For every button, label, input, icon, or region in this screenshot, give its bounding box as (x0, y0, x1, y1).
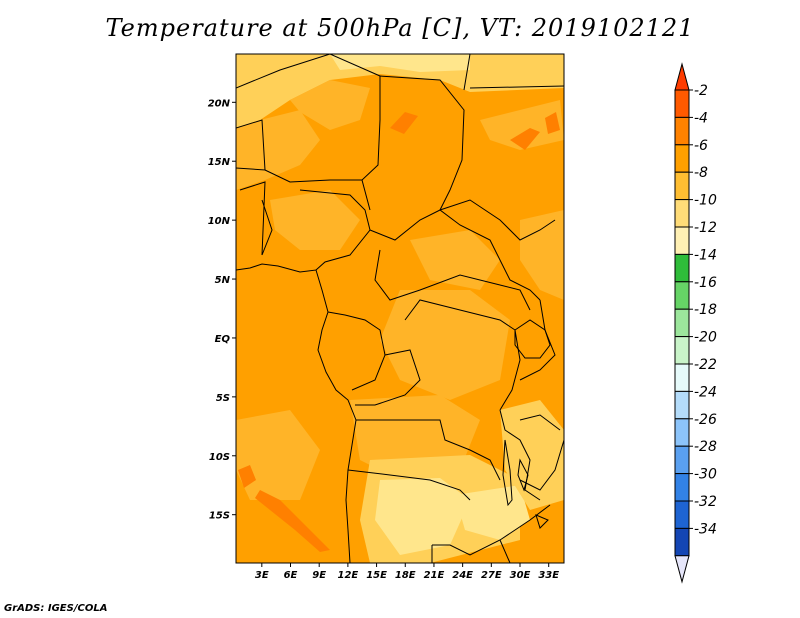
colorbar-label: -18 (694, 302, 717, 318)
longitude-axis: 3E 6E 9E 12E 15E 18E 21E 24E 27E 30E 33E (255, 563, 559, 581)
lon-tick-label: 15E (366, 570, 387, 581)
colorbar-swatch (674, 473, 690, 502)
lon-tick-label: 21E (424, 570, 445, 581)
grads-credit: GrADS: IGES/COLA (4, 603, 108, 614)
colorbar-label: -10 (694, 193, 717, 209)
colorbar-label: -32 (694, 494, 717, 510)
lat-tick-label: 15N (208, 157, 231, 168)
lat-tick-label: 10S (209, 452, 230, 463)
colorbar-label: -30 (694, 467, 717, 483)
lat-tick-label: 5S (216, 393, 230, 404)
map-frame (235, 53, 565, 564)
colorbar-swatch (674, 336, 690, 365)
lon-tick-label: 27E (481, 570, 502, 581)
lon-tick-label: 33E (538, 570, 559, 581)
colorbar-label: -6 (694, 138, 708, 154)
lat-tick-label: 5N (215, 275, 231, 286)
colorbar-label: -16 (694, 275, 717, 291)
colorbar: -2 -4 -6 -8 -10 -12 -14 -16 -18 -20 -22 -24 -26 -28 -3… (674, 62, 717, 584)
colorbar-label: -2 (694, 83, 708, 99)
lon-tick-label: 3E (255, 570, 269, 581)
colorbar-swatch (674, 253, 690, 283)
colorbar-top-arrow (674, 62, 690, 91)
colorbar-label: -22 (694, 357, 717, 373)
colorbar-label: -14 (694, 247, 717, 263)
lon-tick-label: 9E (312, 570, 326, 581)
colorbar-swatch (674, 199, 690, 228)
colorbar-bottom-arrow (674, 555, 690, 584)
colorbar-swatch (674, 363, 690, 392)
colorbar-swatch (674, 527, 690, 557)
colorbar-swatch (674, 390, 690, 420)
colorbar-swatch (674, 171, 690, 201)
colorbar-label: -20 (694, 330, 717, 346)
lat-tick-label: 15S (209, 511, 230, 522)
colorbar-label: -4 (694, 110, 708, 126)
country-borders (236, 54, 564, 563)
colorbar-swatch (674, 226, 690, 255)
lon-tick-label: 30E (510, 570, 531, 581)
colorbar-swatch (674, 281, 690, 310)
colorbar-label: -12 (694, 220, 717, 236)
lon-tick-label: 24E (452, 570, 473, 581)
lon-tick-label: 6E (284, 570, 298, 581)
latitude-axis: 20N 15N 10N 5N EQ 5S 10S 15S (208, 98, 236, 522)
colorbar-label: -8 (694, 165, 708, 181)
colorbar-swatch (674, 500, 690, 529)
lon-tick-label: 18E (395, 570, 416, 581)
colorbar-label: -24 (694, 384, 717, 400)
colorbar-swatch (674, 144, 690, 173)
lon-tick-label: 12E (338, 570, 359, 581)
colorbar-label: -34 (694, 521, 717, 537)
colorbar-swatch (674, 418, 690, 447)
colorbar-label: -28 (694, 439, 717, 455)
colorbar-swatch (674, 116, 690, 146)
chart-title: Temperature at 500hPa [C], VT: 201910212… (105, 14, 695, 42)
lat-tick-label: EQ (215, 334, 231, 345)
colorbar-swatch (674, 89, 690, 118)
lat-tick-label: 10N (208, 216, 231, 227)
lat-tick-label: 20N (208, 98, 231, 109)
colorbar-swatch (674, 445, 690, 475)
colorbar-swatch (674, 308, 690, 338)
colorbar-label: -26 (694, 412, 717, 428)
temperature-field (236, 54, 564, 563)
